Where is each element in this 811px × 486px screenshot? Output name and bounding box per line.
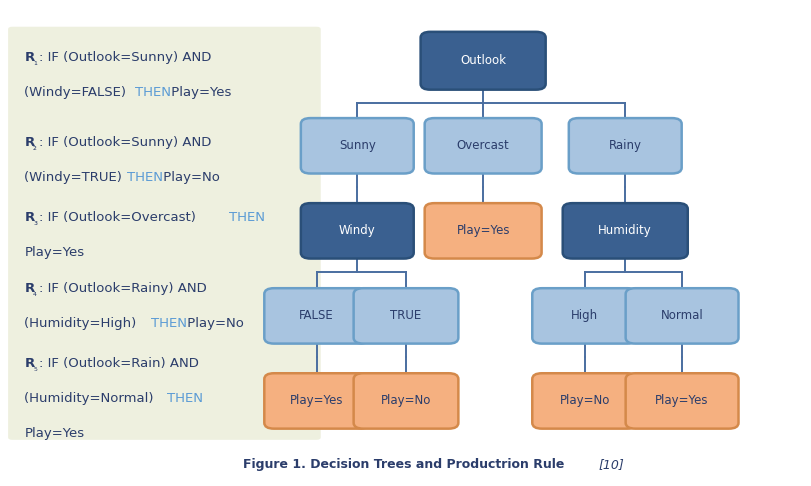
FancyBboxPatch shape <box>420 32 545 89</box>
Text: Figure 1. Decision Trees and Productrion Rule: Figure 1. Decision Trees and Productrion… <box>242 458 569 470</box>
Text: : IF (Outlook=Sunny) AND: : IF (Outlook=Sunny) AND <box>40 51 212 64</box>
FancyBboxPatch shape <box>264 288 369 344</box>
FancyBboxPatch shape <box>264 373 369 429</box>
Text: R: R <box>24 282 35 295</box>
FancyBboxPatch shape <box>354 373 457 429</box>
Text: Play=No: Play=No <box>380 395 431 407</box>
Text: (Humidity=Normal): (Humidity=Normal) <box>24 392 158 405</box>
Text: THEN: THEN <box>151 317 187 330</box>
Text: Windy: Windy <box>338 225 375 237</box>
FancyBboxPatch shape <box>300 118 414 174</box>
Text: Normal: Normal <box>660 310 702 322</box>
Text: High: High <box>570 310 598 322</box>
FancyBboxPatch shape <box>424 118 541 174</box>
Text: (Humidity=High): (Humidity=High) <box>24 317 140 330</box>
Text: R: R <box>24 136 35 149</box>
FancyBboxPatch shape <box>8 27 320 440</box>
FancyBboxPatch shape <box>562 203 687 259</box>
Text: Play=Yes: Play=Yes <box>654 395 708 407</box>
Text: (Windy=FALSE): (Windy=FALSE) <box>24 86 131 99</box>
Text: Play=Yes: Play=Yes <box>290 395 343 407</box>
Text: ₃: ₃ <box>33 217 37 227</box>
Text: THEN: THEN <box>135 86 171 99</box>
FancyBboxPatch shape <box>624 288 738 344</box>
Text: TRUE: TRUE <box>390 310 421 322</box>
FancyBboxPatch shape <box>532 373 636 429</box>
Text: FALSE: FALSE <box>299 310 333 322</box>
Text: Play=No: Play=No <box>159 171 220 184</box>
Text: (Windy=TRUE): (Windy=TRUE) <box>24 171 127 184</box>
Text: Play=Yes: Play=Yes <box>166 86 231 99</box>
Text: THEN: THEN <box>229 211 265 225</box>
Text: R: R <box>24 357 35 370</box>
FancyBboxPatch shape <box>300 203 414 259</box>
Text: THEN: THEN <box>127 171 163 184</box>
Text: Play=No: Play=No <box>182 317 243 330</box>
Text: Outlook: Outlook <box>460 54 505 67</box>
FancyBboxPatch shape <box>354 288 457 344</box>
Text: R: R <box>24 211 35 225</box>
Text: Play=Yes: Play=Yes <box>456 225 509 237</box>
Text: R: R <box>24 51 35 64</box>
Text: Humidity: Humidity <box>598 225 651 237</box>
Text: THEN: THEN <box>166 392 203 405</box>
FancyBboxPatch shape <box>624 373 738 429</box>
Text: ₅: ₅ <box>33 363 36 373</box>
Text: ₂: ₂ <box>33 142 36 152</box>
Text: : IF (Outlook=Rainy) AND: : IF (Outlook=Rainy) AND <box>40 282 207 295</box>
Text: : IF (Outlook=Overcast): : IF (Outlook=Overcast) <box>40 211 200 225</box>
Text: Rainy: Rainy <box>608 139 641 152</box>
Text: Sunny: Sunny <box>338 139 375 152</box>
Text: Overcast: Overcast <box>457 139 508 152</box>
Text: : IF (Outlook=Sunny) AND: : IF (Outlook=Sunny) AND <box>40 136 212 149</box>
Text: Play=No: Play=No <box>559 395 609 407</box>
FancyBboxPatch shape <box>532 288 636 344</box>
Text: [10]: [10] <box>598 458 624 470</box>
Text: ₁: ₁ <box>33 57 36 67</box>
Text: : IF (Outlook=Rain) AND: : IF (Outlook=Rain) AND <box>40 357 199 370</box>
FancyBboxPatch shape <box>568 118 681 174</box>
Text: ₄: ₄ <box>33 288 36 298</box>
Text: Play=Yes: Play=Yes <box>24 246 84 260</box>
FancyBboxPatch shape <box>424 203 541 259</box>
Text: Play=Yes: Play=Yes <box>24 427 84 440</box>
